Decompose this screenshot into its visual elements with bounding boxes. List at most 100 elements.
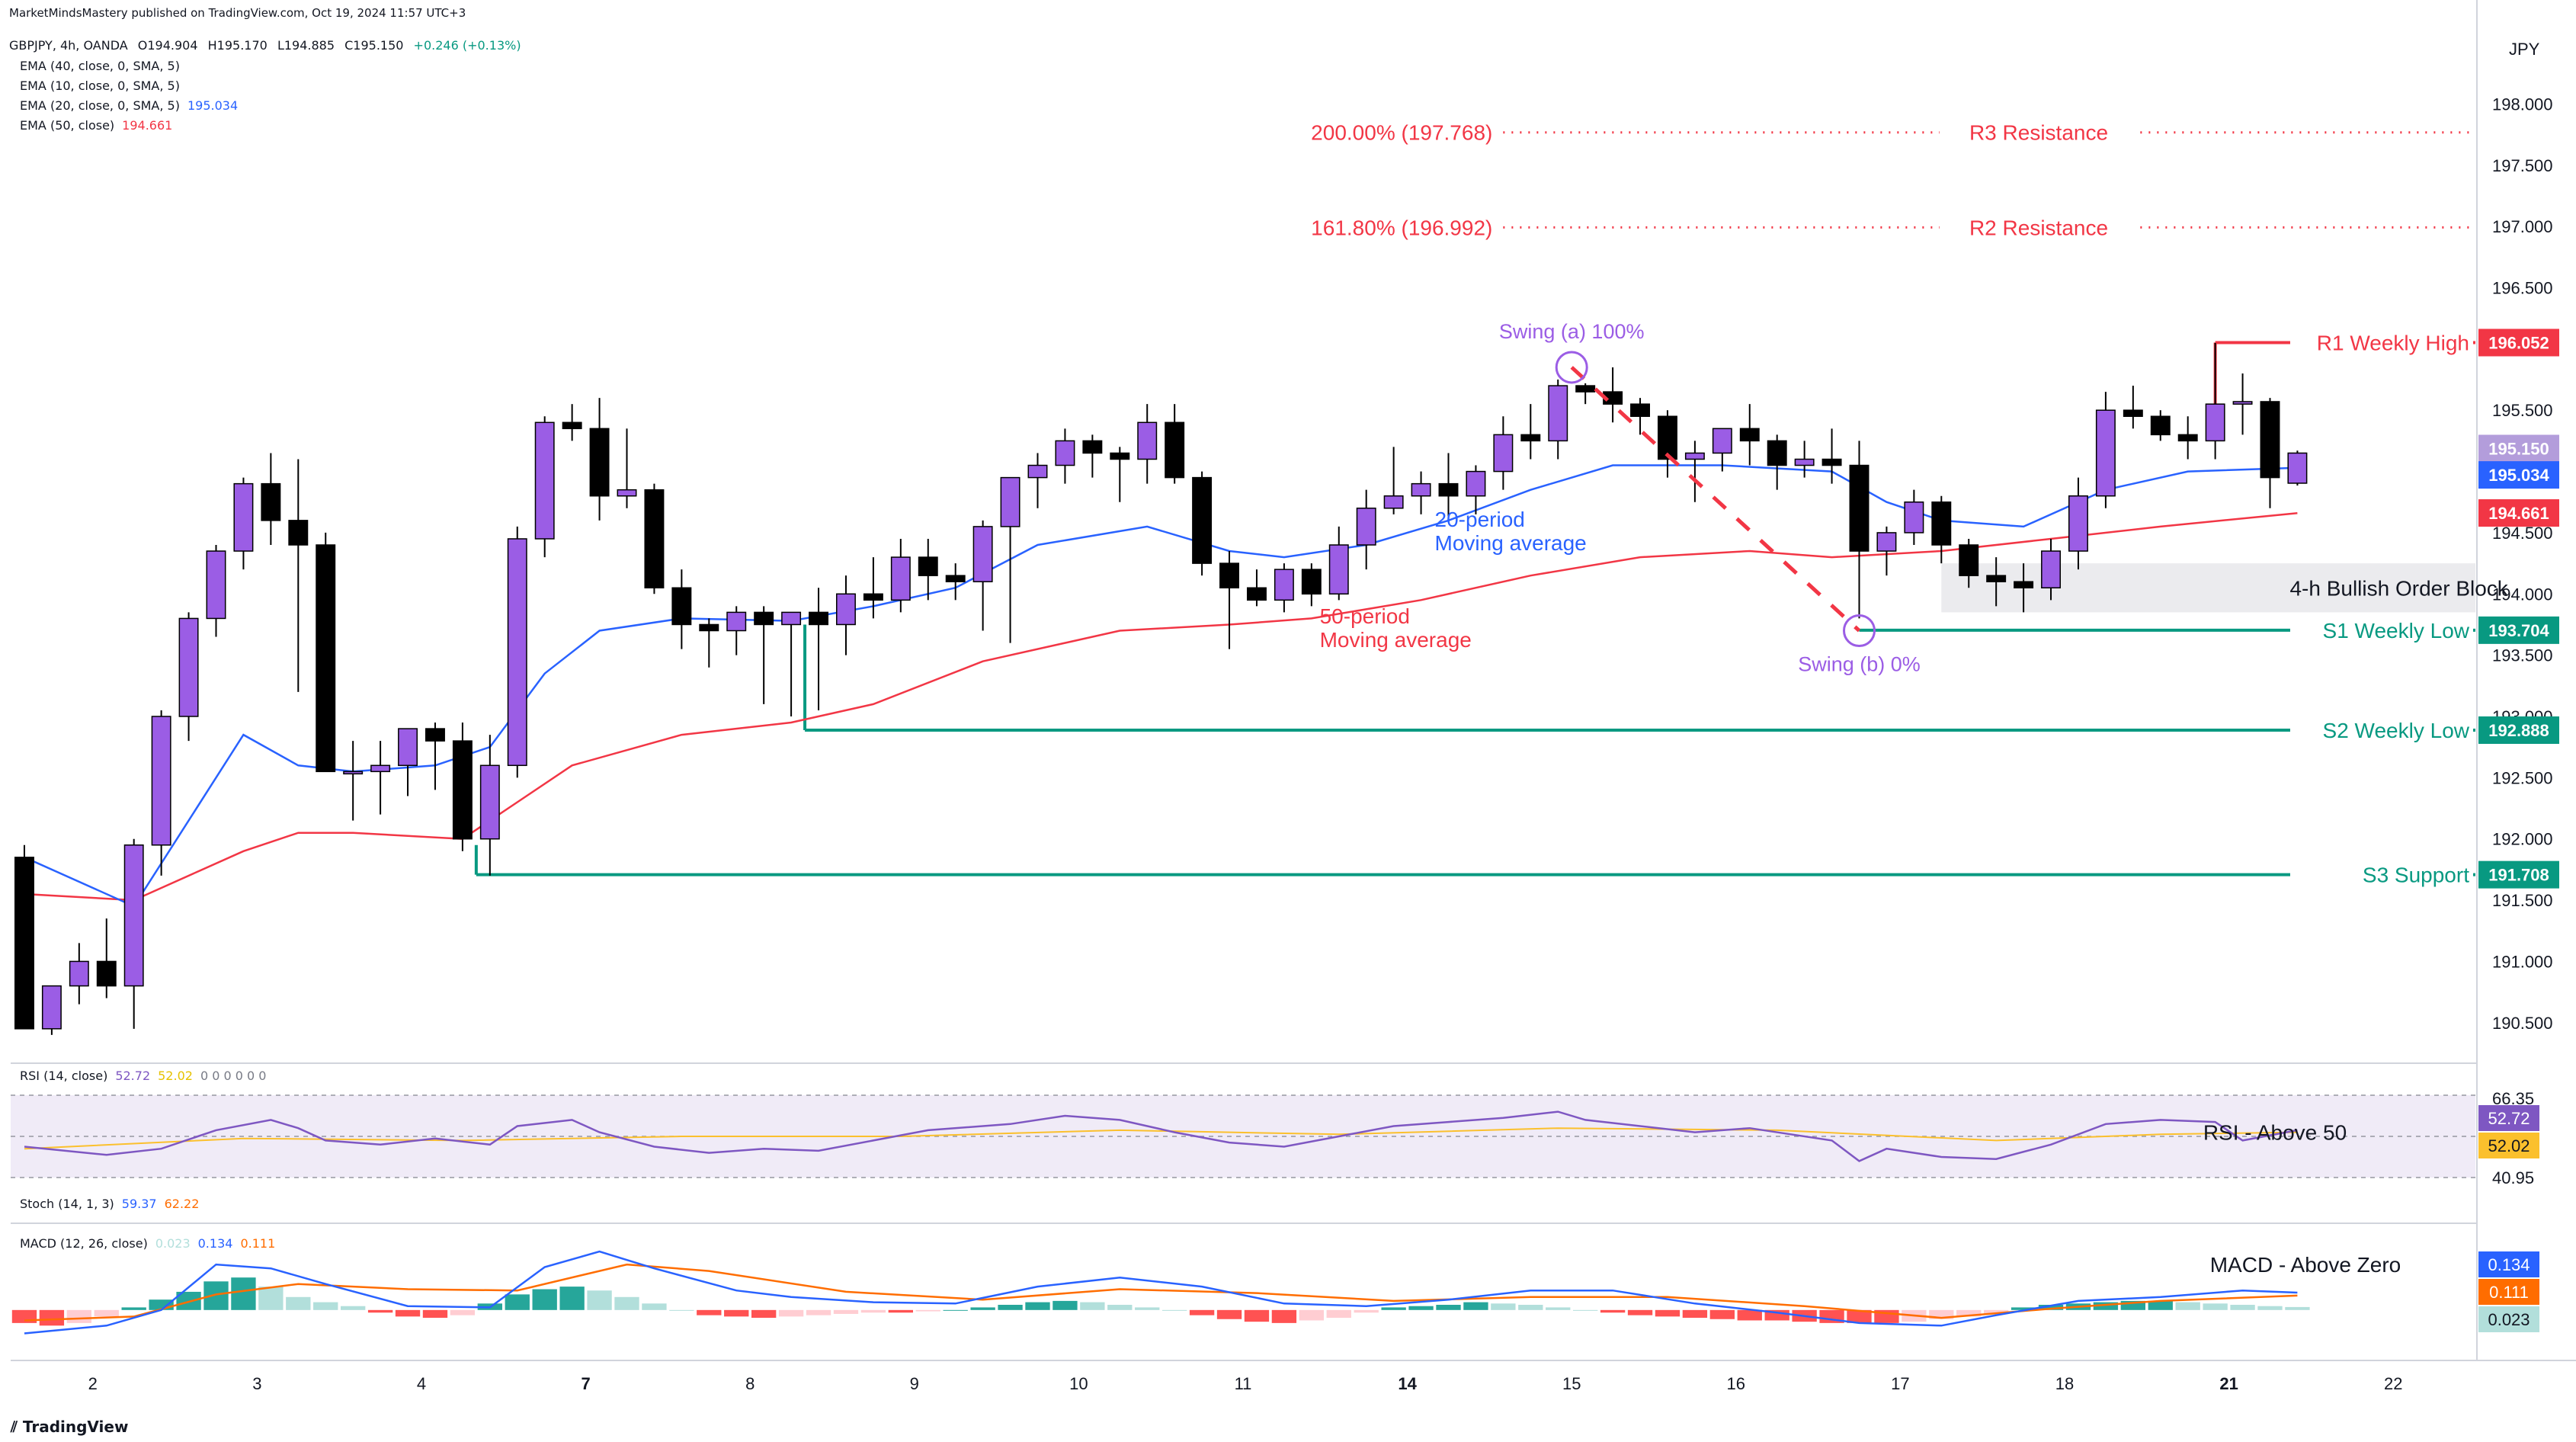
macd-hist-bar	[1161, 1309, 1187, 1311]
indicator-legend-ema50[interactable]: EMA (50, close) 194.661	[20, 118, 173, 133]
candle-bear	[589, 428, 610, 497]
macd-hist-bar	[1572, 1309, 1598, 1311]
price-tag-s3	[2478, 860, 2559, 889]
level-label-s1: S1 Weekly Low	[2323, 619, 2470, 642]
ohlc-open: O194.904	[137, 38, 198, 53]
candle-bull	[1000, 476, 1020, 527]
macd-hist-bar	[1983, 1309, 2009, 1314]
y-tick-label: 191.500	[2492, 891, 2553, 910]
candle-bear	[96, 960, 117, 987]
macd-hist-bar	[395, 1309, 421, 1317]
ema20-line	[24, 464, 2298, 908]
price-tag-axis-text: 194.661	[2488, 504, 2549, 523]
candle-bull	[1274, 569, 1294, 601]
macd-hist-bar	[231, 1277, 256, 1310]
macd-hist-bar	[1956, 1309, 1982, 1317]
candle-bull	[726, 611, 747, 632]
x-tick-label: 15	[1562, 1374, 1581, 1393]
x-tick-label: 8	[745, 1374, 755, 1393]
level-label-bg	[2290, 859, 2473, 890]
candle-bull	[1466, 470, 1486, 497]
ema50-annotation: 50-period	[1320, 604, 1410, 628]
indicator-legend-ema10[interactable]: EMA (10, close, 0, SMA, 5)	[20, 79, 180, 93]
macd-hist-bar	[1627, 1309, 1653, 1315]
ohlc-high: H195.170	[207, 38, 268, 53]
candle-bear	[2123, 409, 2143, 418]
publisher-line: MarketMindsMastery published on TradingV…	[9, 6, 466, 20]
candle-bull	[890, 556, 911, 601]
candle-bull	[617, 489, 637, 497]
level-label-r3: R3 Resistance	[1969, 121, 2108, 145]
candle-bear	[1630, 403, 1651, 418]
candle-bull	[370, 764, 391, 773]
x-tick-label: 4	[417, 1374, 426, 1393]
symbol-name[interactable]: GBPJPY, 4h, OANDA	[9, 38, 128, 53]
candle-bull	[1904, 501, 1924, 534]
candle-bear	[644, 489, 665, 589]
macd-value-tag	[2478, 1279, 2539, 1305]
candle-bull	[1493, 434, 1514, 473]
candle-bear	[1438, 482, 1459, 497]
rsi-value-tag-text: 52.72	[2488, 1109, 2530, 1128]
candle-bull	[1411, 482, 1431, 497]
macd-line	[24, 1250, 2298, 1335]
level-label-bg	[2290, 715, 2473, 745]
macd-value-tag-text: 0.111	[2489, 1283, 2529, 1302]
macd-signal-legend-value: 0.111	[240, 1236, 276, 1251]
macd-hist-bar	[1107, 1305, 1133, 1310]
candle-bear	[1082, 440, 1103, 454]
candle-bull	[2095, 409, 2116, 497]
candle-bear	[2014, 581, 2034, 589]
macd-hist-bar	[505, 1294, 530, 1310]
ema50-annotation: Moving average	[1320, 628, 1472, 652]
y-tick-label: 190.500	[2492, 1014, 2553, 1033]
candle-bear	[945, 575, 966, 582]
candle-bull	[1027, 464, 1048, 479]
macd-hist-bar	[1053, 1300, 1078, 1310]
swing-a-circle	[1555, 351, 1588, 384]
indicator-legend-ema40[interactable]: EMA (40, close, 0, SMA, 5)	[20, 59, 180, 73]
macd-hist-bar	[2148, 1300, 2173, 1310]
macd-hist-bar	[1326, 1309, 1351, 1319]
macd-hist-bar	[1216, 1309, 1242, 1319]
fib-label-r3: 200.00% (197.768)	[1311, 121, 1492, 145]
y-tick-label: 191.000	[2492, 952, 2553, 971]
candle-bull	[2041, 550, 2062, 588]
candle-bull	[781, 611, 802, 626]
macd-hist-bar	[751, 1309, 777, 1319]
indicator-legend-ema20[interactable]: EMA (20, close, 0, SMA, 5) 195.034	[20, 98, 239, 113]
macd-hist-bar	[1737, 1309, 1762, 1321]
ema50-legend-value: 194.661	[122, 118, 173, 133]
candle-bear	[425, 728, 445, 742]
macd-hist-bar	[2257, 1306, 2283, 1310]
macd-hist-bar	[2093, 1302, 2119, 1310]
macd-hist-bar	[1408, 1306, 1434, 1310]
candle-bull	[1712, 428, 1732, 454]
candle-bear	[2150, 415, 2171, 436]
x-tick-label: 18	[2055, 1374, 2074, 1393]
macd-value-tag	[2478, 1306, 2539, 1332]
candle-bull	[1794, 458, 1815, 466]
stoch-legend[interactable]: Stoch (14, 1, 3) 59.37 62.22	[20, 1197, 200, 1211]
macd-hist-bar	[2175, 1302, 2200, 1310]
macd-hist-bar	[1381, 1307, 1406, 1310]
swing-b-label: Swing (b) 0%	[1798, 653, 1921, 676]
macd-hist-bar	[1546, 1307, 1571, 1310]
symbol-line: GBPJPY, 4h, OANDA O194.904 H195.170 L194…	[9, 38, 521, 53]
macd-legend[interactable]: MACD (12, 26, close) 0.023 0.134 0.111	[20, 1236, 276, 1251]
macd-hist-bar	[94, 1309, 119, 1317]
tradingview-logo: ⫽ TradingView	[11, 1418, 129, 1436]
candle-bull	[1328, 544, 1349, 595]
macd-hist-bar	[2010, 1307, 2036, 1310]
candle-bear	[1821, 458, 1842, 466]
macd-hist-bar	[559, 1287, 585, 1310]
rsi-legend[interactable]: RSI (14, close) 52.72 52.02 0 0 0 0 0 0	[20, 1069, 267, 1083]
macd-hist-bar	[66, 1309, 92, 1323]
price-tag-text-s2: 192.888	[2488, 721, 2549, 740]
x-tick-label: 7	[581, 1374, 590, 1393]
candle-bull	[2068, 495, 2088, 552]
macd-hist-bar	[697, 1309, 722, 1315]
candle-bear	[1520, 434, 1541, 442]
macd-value-tag	[2478, 1251, 2539, 1277]
